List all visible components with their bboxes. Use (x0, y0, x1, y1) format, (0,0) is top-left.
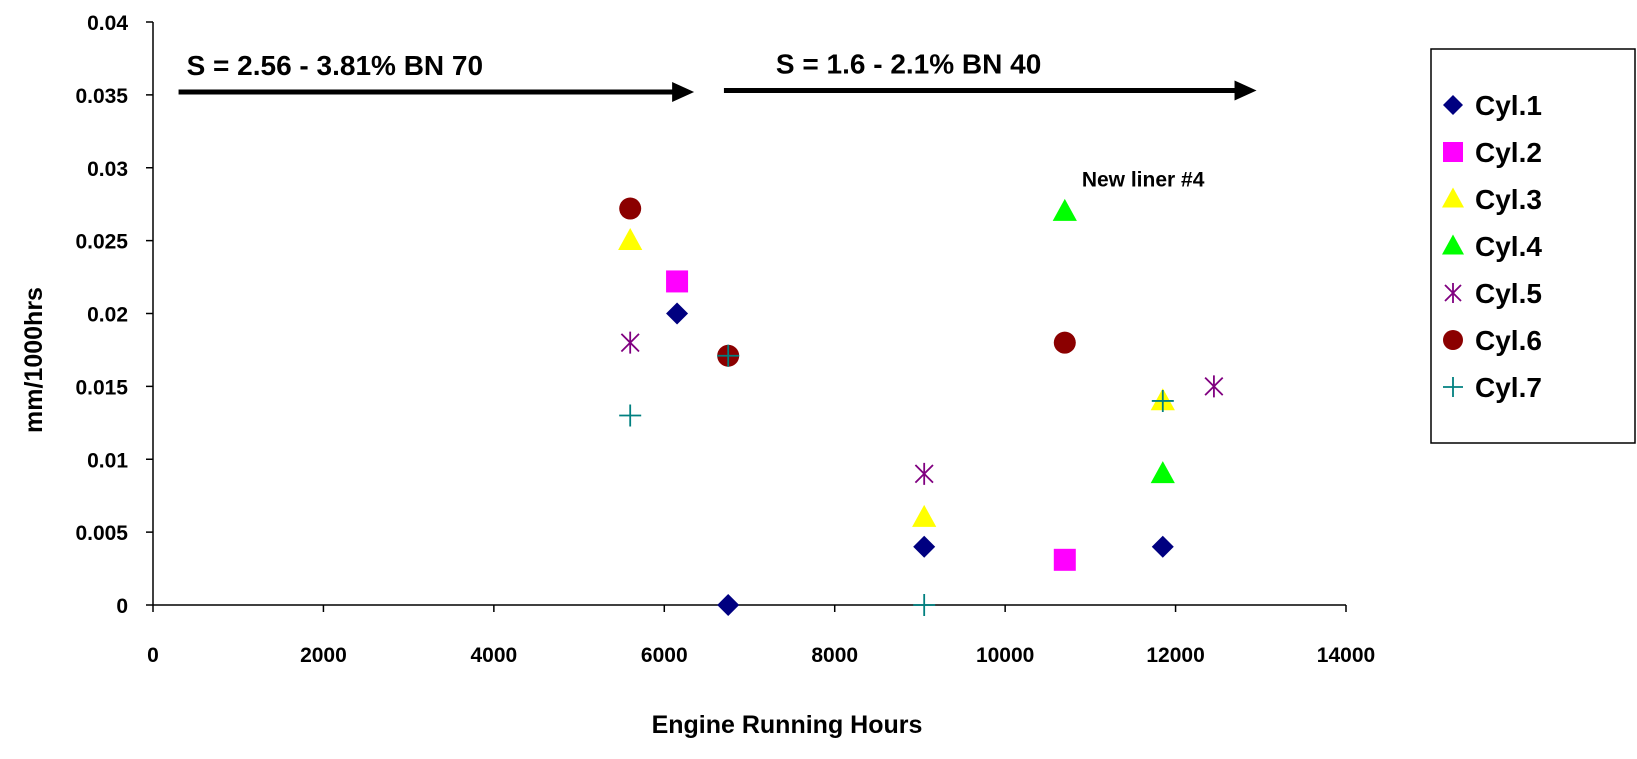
regime-label: S = 1.6 - 2.1% BN 40 (776, 49, 1041, 80)
cyl-7-point (1151, 389, 1174, 412)
cyl-7-point (913, 594, 936, 616)
y-tick-label: 0.03 (87, 158, 128, 181)
cyl-5-legend-marker (1444, 283, 1462, 303)
cyl-4-legend-label: Cyl.4 (1475, 231, 1542, 262)
cyl-3-point (912, 504, 937, 527)
cyl-3-legend-marker (1442, 187, 1464, 208)
y-tick-label: 0 (116, 595, 128, 618)
cyl-7-legend-label: Cyl.7 (1475, 372, 1542, 403)
y-tick-label: 0.005 (75, 522, 128, 545)
cyl-5-point (914, 462, 934, 485)
x-tick-label: 0 (147, 644, 159, 667)
x-axis-ticks: 0 2000 4000 6000 8000 10000 12000 14000 (147, 605, 1375, 667)
x-tick-label: 8000 (811, 644, 858, 667)
cyl-4-legend-marker (1442, 234, 1464, 255)
cyl-5-point (620, 331, 640, 354)
y-axis-ticks: 0 0.005 0.01 0.015 0.02 0.025 0.03 0.035 0.04 (75, 12, 153, 618)
x-tick-label: 10000 (976, 644, 1034, 667)
axes (152, 22, 1346, 606)
cyl-5-legend-label: Cyl.5 (1475, 278, 1542, 309)
cyl-7-point (717, 344, 740, 367)
y-tick-label: 0.025 (75, 231, 128, 254)
y-tick-label: 0.01 (87, 449, 128, 472)
x-tick-label: 2000 (300, 644, 347, 667)
cyl-5-point (1204, 375, 1224, 398)
cyl-2-legend-marker (1443, 142, 1463, 162)
x-tick-label: 6000 (641, 644, 688, 667)
cyl-7-point (619, 404, 642, 427)
x-tick-label: 14000 (1317, 644, 1375, 667)
cyl-4-point (1150, 461, 1175, 484)
cyl-1-point (913, 535, 936, 558)
cyl-2-legend-label: Cyl.2 (1475, 137, 1542, 168)
x-tick-label: 4000 (470, 644, 517, 667)
cyl-6-point (1053, 331, 1076, 354)
y-tick-label: 0.015 (75, 376, 128, 399)
cyl-6-legend-label: Cyl.6 (1475, 325, 1542, 356)
y-tick-label: 0.02 (87, 304, 128, 327)
cyl-6-legend-marker (1443, 330, 1463, 350)
x-tick-label: 12000 (1146, 644, 1204, 667)
legend: Cyl.1 Cyl.2 Cyl.3 Cyl.4 Cyl.5 Cyl.6 Cyl.7 (1430, 48, 1636, 444)
annotations: S = 2.56 - 3.81% BN 70 S = 1.6 - 2.1% BN … (178, 49, 1257, 192)
cyl-1-point (666, 302, 689, 325)
cyl-1-legend-marker (1443, 95, 1463, 115)
y-tick-label: 0.035 (75, 85, 128, 108)
y-axis-title: mm/1000hrs (20, 287, 48, 433)
cyl-6-point (619, 197, 642, 220)
cyl-2-point (666, 270, 689, 293)
x-axis-title: Engine Running Hours (652, 711, 923, 739)
cyl-3-legend-label: Cyl.3 (1475, 184, 1542, 215)
regime-label: S = 2.56 - 3.81% BN 70 (187, 50, 484, 81)
cyl-3-point (618, 227, 643, 250)
y-tick-label: 0.04 (87, 12, 128, 35)
cyl-7-legend-marker (1443, 377, 1463, 397)
data-points (618, 197, 1224, 616)
cyl-2-point (1053, 548, 1076, 571)
cyl-1-legend-label: Cyl.1 (1475, 90, 1542, 121)
legend-box (1430, 48, 1636, 444)
arrow-head-icon (1234, 80, 1257, 101)
annotation-label: New liner #4 (1082, 169, 1205, 192)
cyl-4-point (1052, 198, 1077, 221)
arrow-head-icon (672, 81, 695, 102)
cyl-1-point (717, 594, 740, 616)
cyl-1-point (1151, 535, 1174, 558)
